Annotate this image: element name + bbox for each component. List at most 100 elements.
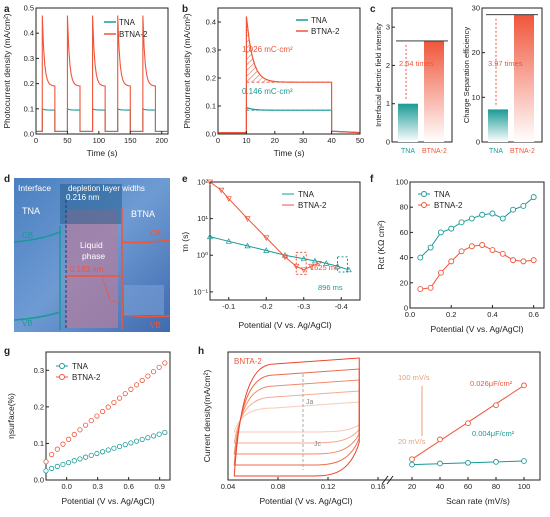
ytick-label-c: 2 <box>386 61 390 70</box>
xtick-label-f: 0.4 <box>487 310 497 319</box>
ytick-label-b: 0.4 <box>206 18 216 27</box>
point-tna-e <box>334 263 341 269</box>
point-tna-g <box>83 454 89 460</box>
ja-label: Ja <box>306 399 314 406</box>
panel-d: d Interface depletion layer widths 0.216… <box>4 174 171 332</box>
panel-f: f 0.0 0.2 0.4 0.6 0 20 40 60 80 100 Potential (V … <box>370 174 545 334</box>
xtick-label-b: 0 <box>216 136 220 145</box>
point-tna-g <box>105 447 111 453</box>
ytick-label-a: 0.0 <box>24 130 34 139</box>
point-btna-2-g <box>116 395 123 401</box>
label-liquid: Liquid <box>80 240 103 250</box>
point-btna-2-g <box>145 373 151 379</box>
ytick-label-a: 0.2 <box>24 79 34 88</box>
point-tna-e <box>263 247 270 253</box>
xtick-label-h: 0.04 <box>221 482 236 491</box>
point-tna-f <box>448 225 455 232</box>
point-tna-g <box>133 438 140 444</box>
point-btna-e <box>218 187 225 194</box>
ylabel-f: Rct (KΩ cm²) <box>376 220 386 269</box>
xtick-label-h2: 80 <box>492 482 500 491</box>
bar-tna-left <box>398 103 418 142</box>
xtick-label-h2: 100 <box>518 482 531 491</box>
label-interface: Interface <box>18 183 51 193</box>
ticks-e: -0.1 -0.2 -0.3 -0.4 10² 10¹ 10⁰ 10⁻¹ <box>193 178 348 312</box>
ytick-label-f: 100 <box>395 178 408 187</box>
ytick-label-f: 40 <box>400 253 408 262</box>
point-btna-e <box>263 235 270 241</box>
panel-a: a 0 50 100 150 200 0.0 0.1 0.2 0.3 0.4 0.5 Time (s… <box>2 4 169 158</box>
bar-btna-right <box>514 14 534 143</box>
point-tna-g <box>99 449 106 455</box>
bar-btna-left <box>424 40 444 142</box>
point-btna-2-g <box>49 451 55 458</box>
point-tna-g <box>150 433 157 439</box>
point-tna-f <box>510 206 517 213</box>
plot-a <box>36 15 168 133</box>
bar-tna-right <box>488 109 508 142</box>
point-tna-f <box>417 254 424 261</box>
axes-e <box>209 181 361 301</box>
ytick-label-c: 0 <box>476 138 480 147</box>
legend-btna-e: BTNA-2 <box>298 201 327 210</box>
ylabel-a: Photocurrent density (mA/cm²) <box>2 13 12 128</box>
slope-btna-label: 0.026μF/cm² <box>470 379 513 388</box>
label-depletion: depletion layer widths <box>68 184 145 193</box>
point-tna-g <box>162 429 168 436</box>
point-tna-g <box>71 458 77 464</box>
ann-btna-b: 1.026 mC·cm² <box>242 45 293 54</box>
ytick-label-c: 1 <box>386 99 390 108</box>
panel-letter-c: c <box>370 4 376 15</box>
label-cb-right: CB <box>150 229 161 238</box>
point-tna-e <box>206 233 214 240</box>
ytick-label-g: 0.0 <box>34 476 44 485</box>
point-tna-g <box>88 452 94 458</box>
point-btna-e <box>315 261 322 267</box>
series-btna-2-f <box>420 244 534 290</box>
ytick-label-f: 60 <box>400 228 408 237</box>
cat-tna-left: TNA <box>401 148 415 155</box>
point-tna-g <box>128 440 134 446</box>
point-btna-2-f <box>427 284 434 291</box>
cv-loop-20 <box>233 401 360 433</box>
series-tna-b <box>218 106 361 134</box>
point-tna-e <box>225 238 232 244</box>
series-btna-2-e <box>209 181 319 271</box>
ticks-f: 0.0 0.2 0.4 0.6 0 20 40 60 80 100 <box>395 178 538 320</box>
depletion-region <box>60 184 122 224</box>
ytick-label-g: 0.3 <box>34 366 44 375</box>
point-tna-g <box>43 468 49 474</box>
xtick-label-g: 0.3 <box>92 482 102 491</box>
xtick-label-b: 10 <box>242 136 250 145</box>
legend-tna-b: TNA <box>311 16 328 25</box>
panel-letter-e: e <box>182 174 188 185</box>
panel-h: h 0.04 0.08 0.12 0.16 20 40 60 80 100 Potential … <box>198 346 541 506</box>
series-tna-a <box>36 107 168 133</box>
point-tna-g <box>139 436 145 443</box>
box-e-tna <box>337 256 348 273</box>
ytick-label-f: 80 <box>400 203 408 212</box>
point-btna-2-f <box>499 250 506 257</box>
ytick-label-f: 20 <box>400 278 408 287</box>
point-tna-g <box>60 461 66 468</box>
xlabel-f: Potential (V vs. Ag/AgCl) <box>430 324 523 334</box>
point-tna-f <box>437 229 444 236</box>
axis-break-1 <box>381 475 389 485</box>
ytick-label-b: 0.3 <box>206 46 216 55</box>
axis-break-2 <box>386 475 394 485</box>
xtick-label-b: 40 <box>327 136 335 145</box>
point-tna-f <box>458 219 465 226</box>
panel-letter-f: f <box>370 174 374 185</box>
ytick-label-b: 0.1 <box>206 102 216 111</box>
point-btna-2-f <box>479 242 486 248</box>
xtick-label-a: 50 <box>63 136 71 145</box>
legend-marker-tna-f <box>421 191 427 197</box>
xtick-label-e: -0.2 <box>260 302 273 311</box>
ytick-label-a: 0.4 <box>24 29 34 38</box>
point-btna-2-g <box>122 391 128 397</box>
fit-point-tna <box>493 459 499 465</box>
ytick-label-c: 30 <box>472 4 480 13</box>
point-tna-e <box>244 242 251 249</box>
xtick-label-g: 0.6 <box>123 482 133 491</box>
